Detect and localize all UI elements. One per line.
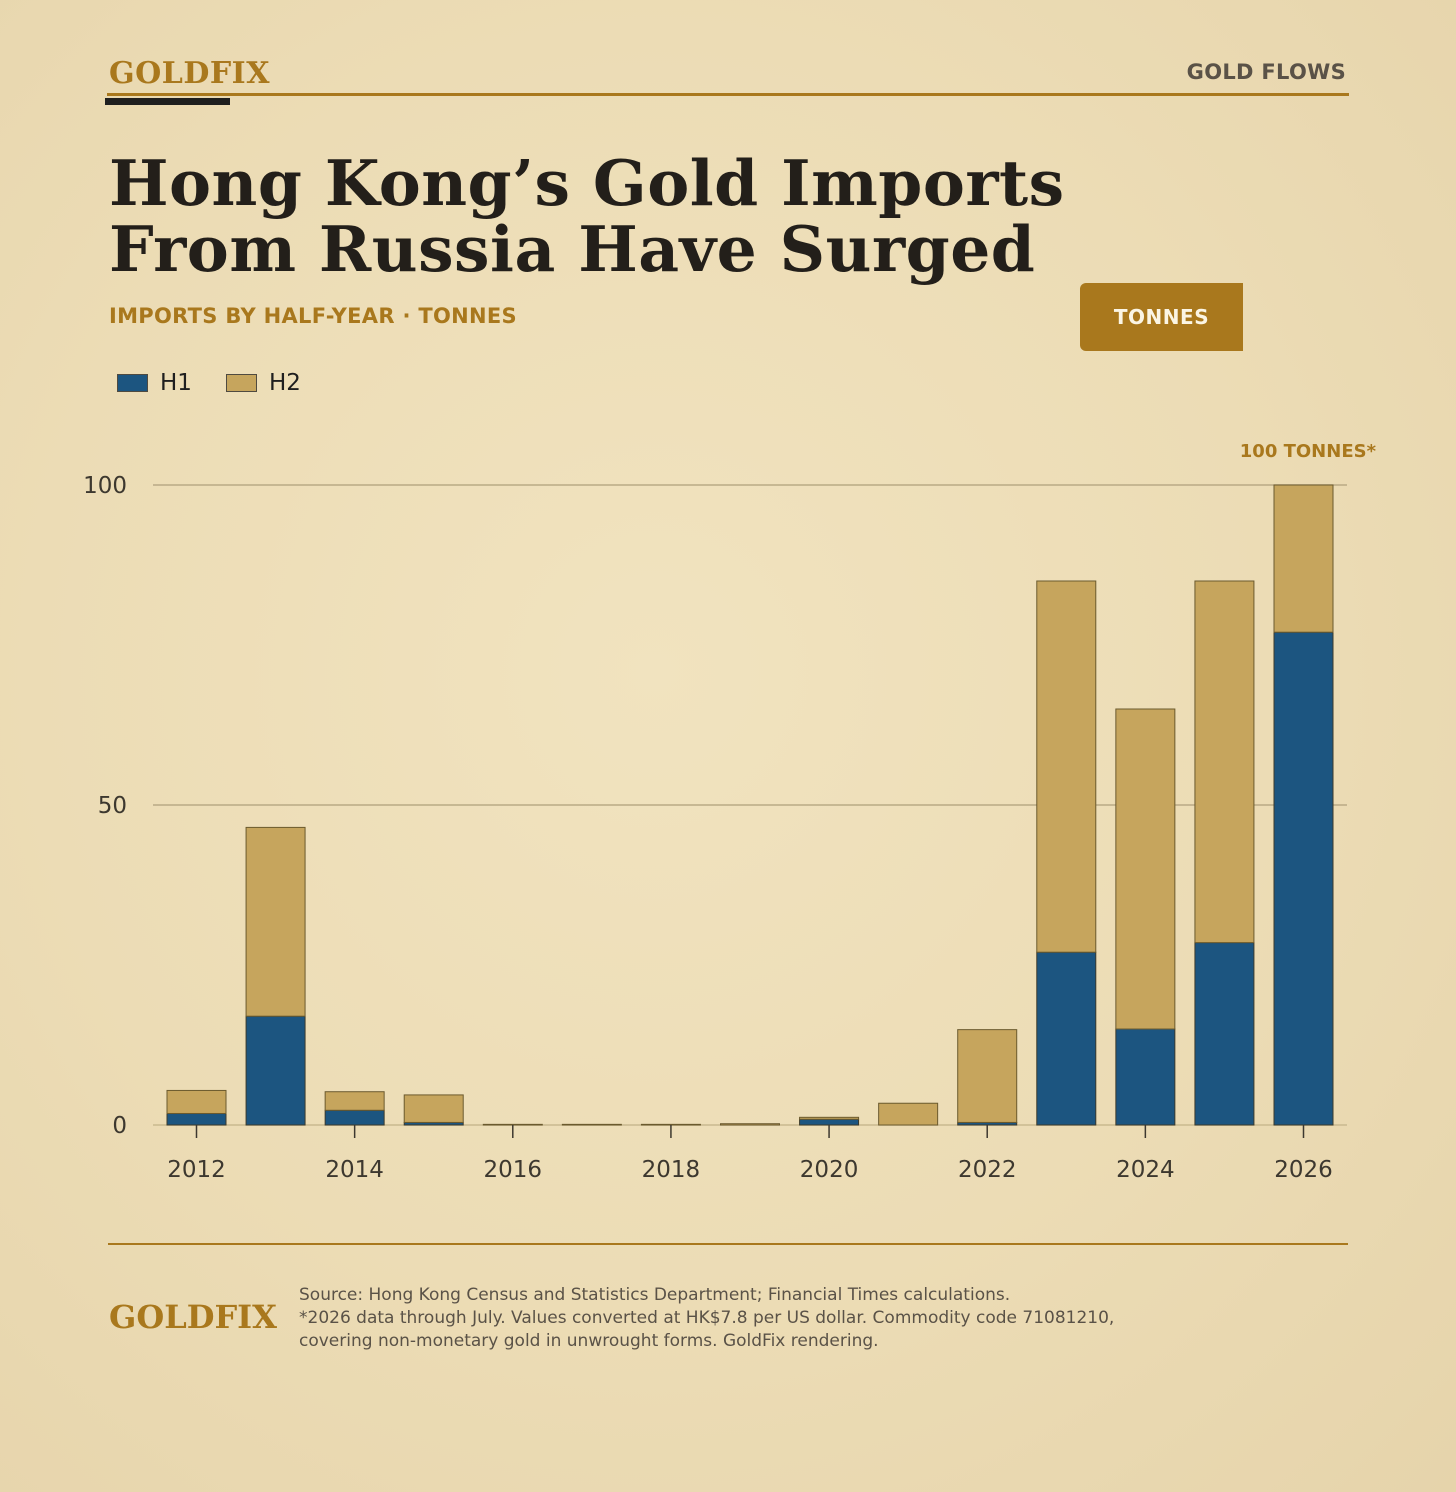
legend-swatch-h1	[117, 374, 148, 392]
y-tick-label-0: 0	[112, 1113, 127, 1139]
bar-h2-2017	[561, 1123, 622, 1126]
legend-label-h2: H2	[268, 370, 301, 396]
source-line-2: *2026 data through July. Values converte…	[299, 1308, 1115, 1328]
legend-item-h1: H1	[117, 370, 192, 396]
footer-brand-logo: GOLDFIX	[109, 1298, 277, 1336]
bar-h2-2021	[878, 1102, 939, 1126]
x-tick-label-2012: 2012	[167, 1157, 226, 1183]
legend: H1 H2	[117, 370, 301, 396]
header-rule	[107, 93, 1349, 96]
annotation-2026: 100 TONNES*	[1240, 441, 1377, 462]
brand-logo: GOLDFIX	[109, 56, 270, 91]
bar-h2-2020	[799, 1116, 860, 1120]
x-tick-label-2024: 2024	[1116, 1157, 1175, 1183]
bar-h1-2024	[1115, 1028, 1176, 1126]
legend-label-h1: H1	[160, 370, 192, 396]
bar-h2-2025	[1194, 580, 1255, 944]
bar-h1-2020	[799, 1118, 860, 1126]
x-tick-label-2014: 2014	[325, 1157, 384, 1183]
y-tick-label-50: 50	[98, 793, 127, 819]
chart-title: Hong Kong’s Gold Imports From Russia Hav…	[109, 150, 1065, 282]
source-footnote: Source: Hong Kong Census and Statistics …	[299, 1284, 1199, 1353]
chart-subtitle: IMPORTS BY HALF-YEAR · TONNES	[109, 304, 517, 328]
source-line-1: Source: Hong Kong Census and Statistics …	[299, 1285, 1011, 1305]
chart-title-line-2: From Russia Have Surged	[109, 212, 1036, 286]
bar-h2-2013	[245, 826, 306, 1017]
header-accent-bar	[105, 98, 230, 105]
bar-h1-2026	[1273, 631, 1334, 1126]
section-label: GOLD FLOWS	[1186, 60, 1346, 84]
bar-h1-2014	[324, 1109, 385, 1126]
bar-h2-2012	[166, 1089, 227, 1114]
x-tick-label-2020: 2020	[800, 1157, 859, 1183]
source-line-3: covering non-monetary gold in unwrought …	[299, 1331, 879, 1351]
bar-h2-2015	[403, 1094, 464, 1123]
legend-item-h2: H2	[225, 370, 301, 396]
bar-h2-2014	[324, 1091, 385, 1111]
bar-h2-2018	[640, 1123, 701, 1126]
chart-title-line-1: Hong Kong’s Gold Imports	[109, 146, 1065, 220]
x-tick-label-2018: 2018	[642, 1157, 701, 1183]
bar-chart: 0 50 100 2012 2014 2016 2018 2020 2022 2024 2026 10…	[83, 441, 1377, 1183]
footer-rule	[108, 1243, 1348, 1245]
bar-h2-2016	[482, 1123, 543, 1126]
bar-h1-2013	[245, 1015, 306, 1126]
bar-h1-2023	[1036, 951, 1097, 1126]
x-tick-label-2026: 2026	[1274, 1157, 1333, 1183]
bar-h2-2022	[957, 1029, 1018, 1123]
x-tick-label-2022: 2022	[958, 1157, 1017, 1183]
y-tick-label-100: 100	[83, 473, 127, 499]
bar-h2-2023	[1036, 580, 1097, 953]
unit-toggle-button[interactable]: TONNES	[1080, 283, 1243, 351]
x-tick-label-2016: 2016	[484, 1157, 543, 1183]
bar-h2-2019	[720, 1123, 780, 1126]
bar-h2-2024	[1115, 708, 1176, 1030]
legend-swatch-h2	[225, 374, 257, 392]
bar-h1-2012	[166, 1112, 227, 1126]
bar-h2-2026	[1273, 484, 1334, 633]
bar-h1-2025	[1194, 942, 1255, 1126]
